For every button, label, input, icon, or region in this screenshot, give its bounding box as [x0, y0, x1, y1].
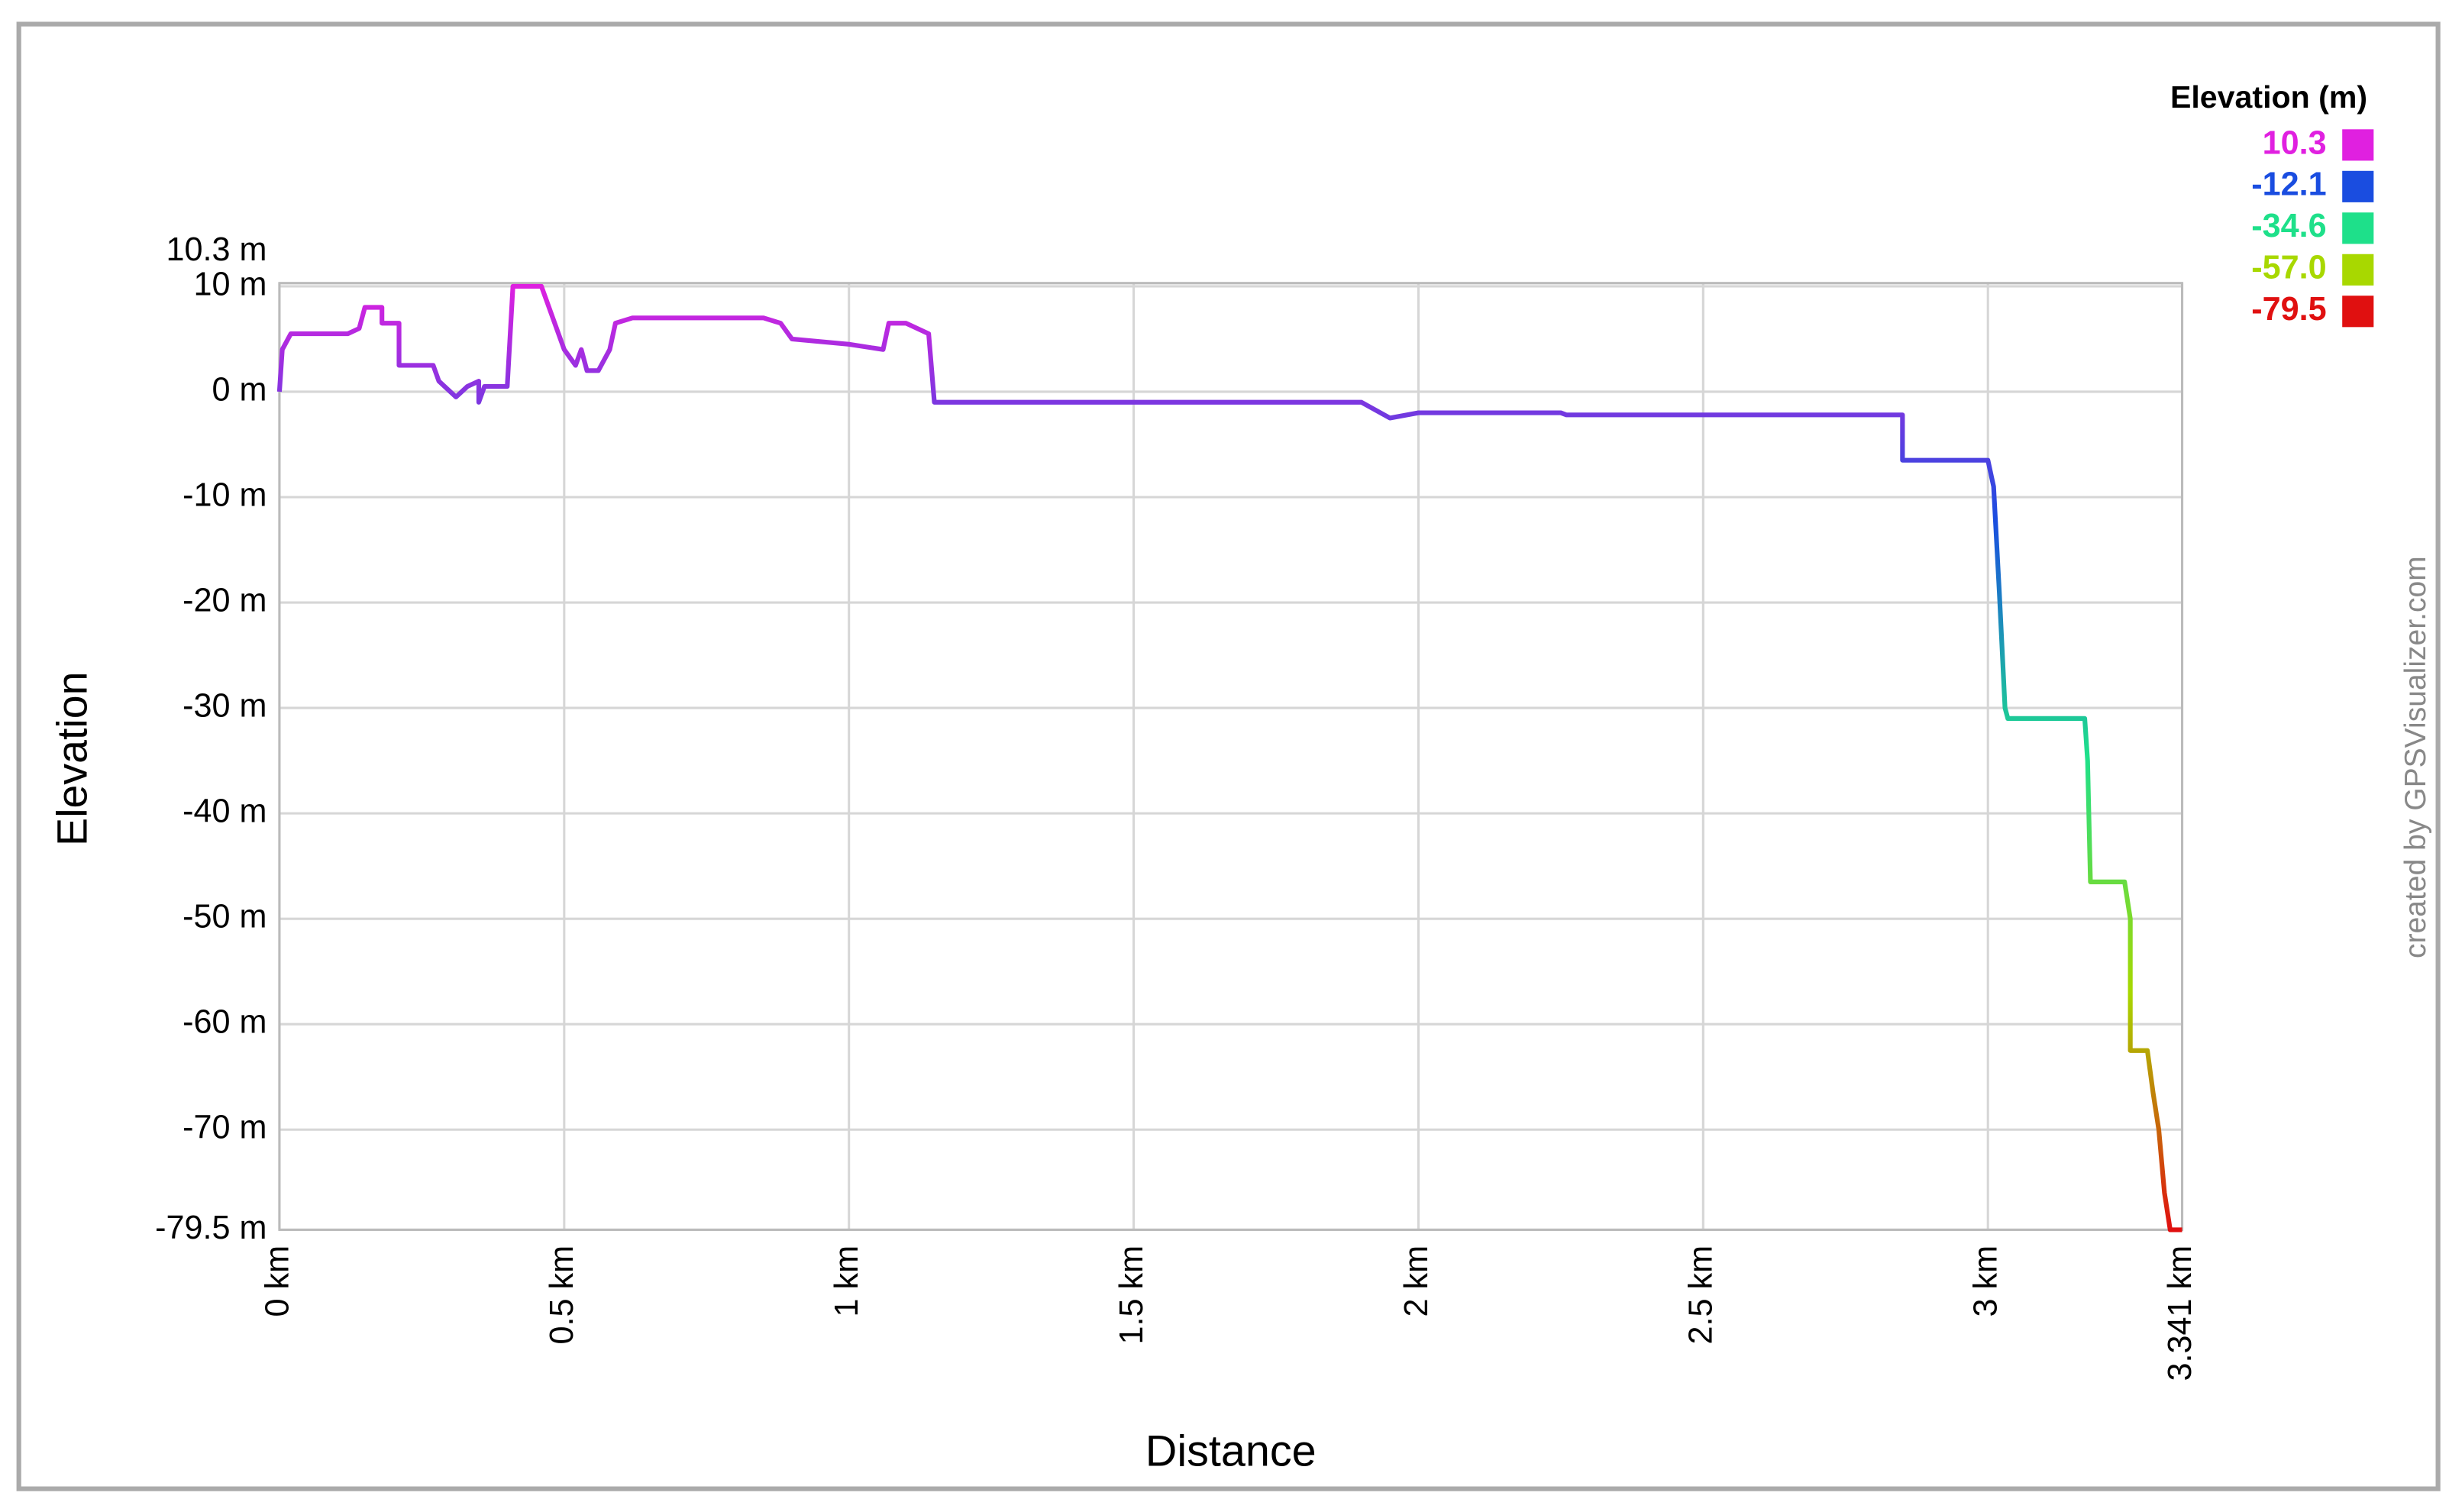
x-tick-label: 1.5 km — [1113, 1245, 1150, 1345]
legend-swatch — [2342, 170, 2374, 202]
y-tick-label: -40 m — [183, 793, 267, 830]
chart-frame — [16, 21, 2441, 1491]
y-tick-label: 0 m — [212, 371, 267, 408]
y-tick-label: -70 m — [183, 1110, 267, 1146]
y-tick-label: 10.3 m — [166, 231, 267, 268]
legend-swatch — [2342, 296, 2374, 328]
y-axis-title: Elevation — [48, 672, 95, 846]
legend-title: Elevation (m) — [2170, 79, 2367, 115]
x-tick-label: 0 km — [259, 1245, 296, 1317]
legend-label: -57.0 — [2251, 250, 2326, 286]
legend-label: -12.1 — [2251, 166, 2326, 203]
x-axis-title: Distance — [1145, 1427, 1317, 1476]
legend-swatch — [2342, 129, 2374, 161]
y-tick-label: -60 m — [183, 1004, 267, 1041]
elevation-line — [276, 283, 2182, 1233]
credit: created by GPSVisualizer.com — [2399, 556, 2432, 958]
legend-label: 10.3 — [2263, 124, 2327, 161]
y-tick-label: -79.5 m — [155, 1210, 267, 1246]
legend-swatch — [2342, 212, 2374, 244]
y-tick-label: -10 m — [183, 477, 267, 513]
x-tick-label: 3 km — [1968, 1245, 2005, 1317]
x-tick-label: 1 km — [829, 1245, 865, 1317]
y-tick-label: -50 m — [183, 899, 267, 935]
x-tick-label: 2 km — [1398, 1245, 1435, 1317]
y-tick-label: -20 m — [183, 582, 267, 619]
legend-label: -79.5 — [2251, 291, 2326, 328]
legend-swatch — [2342, 254, 2374, 286]
legend-label: -34.6 — [2251, 208, 2326, 244]
x-tick-label: 0.5 km — [544, 1245, 580, 1345]
plot-border — [278, 282, 2184, 1231]
y-tick-label: 10 m — [194, 266, 267, 302]
x-tick-label: 3.341 km — [2162, 1245, 2199, 1381]
y-tick-label: -30 m — [183, 687, 267, 724]
x-tick-label: 2.5 km — [1683, 1245, 1720, 1345]
